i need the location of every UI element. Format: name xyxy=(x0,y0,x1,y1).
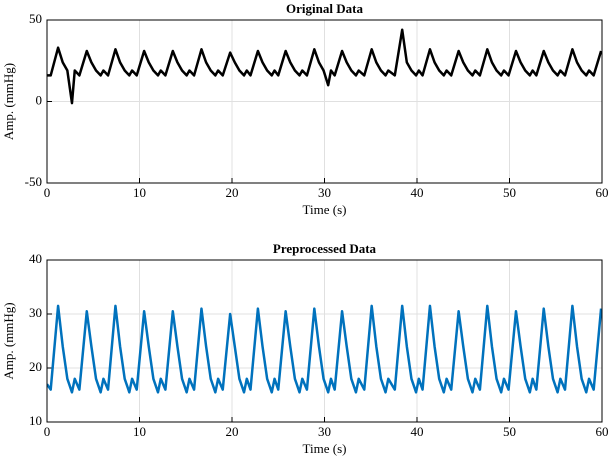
y-tick-label: 0 xyxy=(36,92,43,107)
x-tick-label: 20 xyxy=(226,185,239,200)
x-tick-label: 60 xyxy=(596,185,609,200)
x-tick-label: 50 xyxy=(503,185,516,200)
x-tick-label: 0 xyxy=(44,185,51,200)
x-tick-label: 50 xyxy=(503,424,516,439)
axes-box xyxy=(46,19,603,184)
y-tick-label: 50 xyxy=(29,11,42,26)
data-line xyxy=(47,304,602,394)
x-tick-label: 40 xyxy=(411,185,424,200)
y-tick-label: 10 xyxy=(29,413,42,428)
y-tick-label: 20 xyxy=(29,359,42,374)
x-tick-label: 10 xyxy=(133,185,146,200)
axes-box xyxy=(46,259,603,423)
x-tick-label: 30 xyxy=(318,185,331,200)
x-axis-label: Time (s) xyxy=(303,202,347,217)
y-tick-label: -50 xyxy=(25,174,42,189)
x-tick-label: 40 xyxy=(411,424,424,439)
y-tick-label: 30 xyxy=(29,305,42,320)
x-tick-label: 30 xyxy=(318,424,331,439)
x-tick-label: 0 xyxy=(44,424,51,439)
chart-title: Preprocessed Data xyxy=(273,241,377,256)
x-tick-label: 20 xyxy=(226,424,239,439)
y-axis-label: Amp. (mmHg) xyxy=(1,302,16,379)
y-tick-label: 40 xyxy=(29,251,42,266)
x-axis-label: Time (s) xyxy=(303,441,347,456)
data-line xyxy=(47,28,602,105)
chart-title: Original Data xyxy=(286,1,363,16)
y-axis-label: Amp. (mmHg) xyxy=(1,63,16,140)
x-tick-label: 10 xyxy=(133,424,146,439)
x-tick-label: 60 xyxy=(596,424,609,439)
